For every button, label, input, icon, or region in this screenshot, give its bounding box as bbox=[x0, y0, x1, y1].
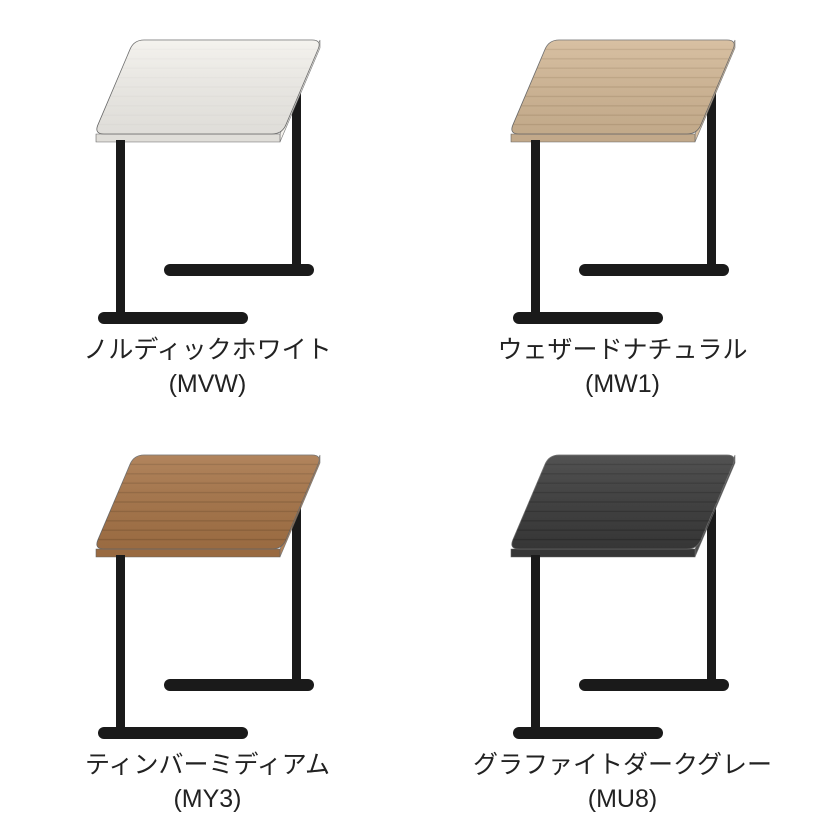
variant-name: ティンバーミディアム bbox=[85, 749, 330, 783]
variant-grid: ノルディックホワイト (MVW) ウェザードナチュラル bbox=[0, 0, 830, 830]
variant-code: (MY3) bbox=[85, 783, 330, 817]
table-illustration bbox=[58, 445, 358, 745]
variant-cell: グラファイトダークグレー (MU8) bbox=[415, 415, 830, 830]
variant-cell: ウェザードナチュラル (MW1) bbox=[415, 0, 830, 415]
variant-code: (MVW) bbox=[83, 368, 331, 402]
variant-name: ウェザードナチュラル bbox=[497, 334, 747, 368]
table-illustration bbox=[473, 445, 773, 745]
variant-code: (MW1) bbox=[497, 368, 747, 402]
table-illustration bbox=[473, 30, 773, 330]
variant-label: ティンバーミディアム (MY3) bbox=[85, 749, 330, 817]
variant-label: ノルディックホワイト (MVW) bbox=[83, 334, 331, 402]
variant-cell: ティンバーミディアム (MY3) bbox=[0, 415, 415, 830]
variant-cell: ノルディックホワイト (MVW) bbox=[0, 0, 415, 415]
variant-label: グラファイトダークグレー (MU8) bbox=[473, 749, 772, 817]
variant-code: (MU8) bbox=[473, 783, 772, 817]
variant-name: ノルディックホワイト bbox=[83, 334, 331, 368]
variant-name: グラファイトダークグレー bbox=[473, 749, 772, 783]
table-illustration bbox=[58, 30, 358, 330]
variant-label: ウェザードナチュラル (MW1) bbox=[497, 334, 747, 402]
